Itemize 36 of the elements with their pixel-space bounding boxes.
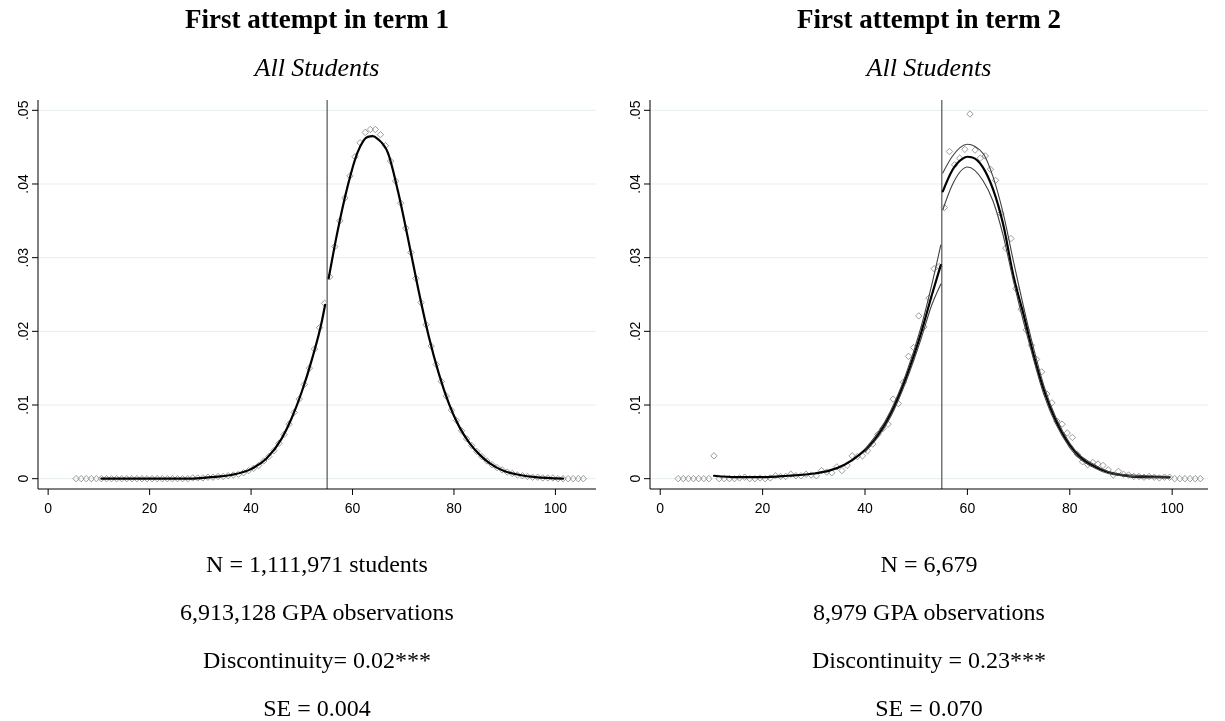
text: Discontinuity = 0.23*** [811,647,1047,673]
y-tick-label: .01 [627,395,643,415]
chart-subtitle: All Students [252,53,380,82]
y-tick-label: .04 [627,174,643,194]
text: N = 1,111,971 students [206,551,428,577]
x-tick-label: 0 [44,500,53,516]
x-tick-label: 40 [857,500,874,516]
y-tick-label: 0 [15,474,31,483]
chart-subtitle: All Students [864,53,992,82]
y-tick-label: .03 [15,247,31,268]
x-tick-label: 20 [141,500,158,516]
chart-title: First attempt in term 1 [185,4,449,34]
y-tick-label: .04 [15,174,31,194]
chart-title: First attempt in term 2 [797,4,1061,34]
y-tick-label: .05 [15,100,31,121]
x-tick-label: 20 [754,500,771,516]
text: 6,913,128 GPA observations [180,599,454,625]
y-tick-label: 0 [627,474,643,483]
y-tick-label: .01 [15,395,31,415]
y-tick-label: .05 [627,100,643,121]
x-tick-label: 80 [1061,500,1078,516]
text: SE = 0.004 [263,695,371,721]
text: N = 6,679 [880,551,978,577]
text: Discontinuity= 0.02*** [202,647,432,673]
x-tick-label: 60 [344,500,361,516]
x-tick-label: 100 [1160,500,1185,516]
x-tick-label: 0 [656,500,665,516]
y-tick-label: .03 [627,247,643,268]
x-tick-label: 60 [959,500,976,516]
y-tick-label: .02 [627,321,643,342]
x-tick-label: 80 [446,500,462,516]
x-tick-label: 100 [543,500,568,516]
text: 8,979 GPA observations [813,599,1045,625]
text: SE = 0.070 [875,695,983,721]
x-tick-label: 40 [243,500,260,516]
y-tick-label: .02 [15,321,31,342]
